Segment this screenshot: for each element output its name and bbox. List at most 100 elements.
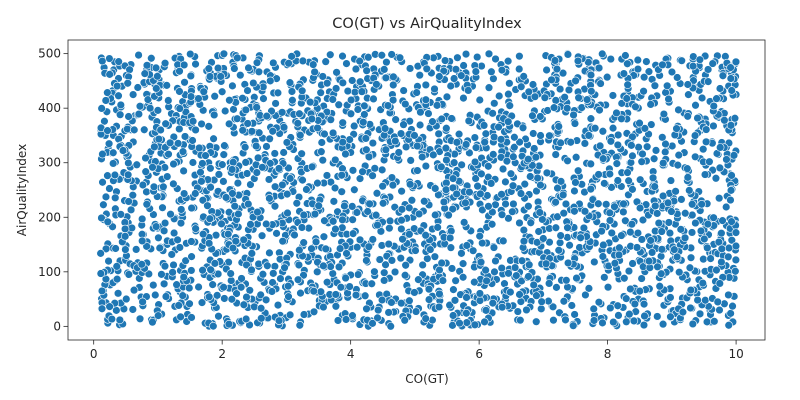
- data-point: [628, 132, 637, 142]
- data-point: [390, 267, 400, 277]
- data-point: [661, 147, 670, 157]
- data-point: [497, 65, 507, 75]
- data-point: [397, 216, 406, 225]
- data-point: [132, 160, 142, 169]
- x-tick-label: 2: [218, 347, 226, 361]
- data-point: [606, 54, 616, 64]
- data-point: [703, 77, 713, 86]
- x-tick-label: 4: [347, 347, 355, 361]
- data-point: [175, 67, 184, 76]
- data-point: [442, 155, 451, 165]
- data-point: [667, 207, 676, 216]
- data-point: [282, 138, 292, 147]
- data-point: [728, 301, 737, 311]
- data-point: [124, 158, 133, 168]
- data-point: [571, 76, 580, 86]
- data-point: [526, 218, 535, 227]
- data-point: [298, 56, 308, 66]
- data-point: [430, 252, 440, 261]
- data-point: [642, 57, 651, 66]
- data-point: [640, 311, 649, 321]
- data-point: [731, 255, 741, 265]
- data-point: [626, 284, 635, 294]
- data-point: [672, 124, 681, 133]
- data-point: [478, 238, 487, 248]
- data-point: [686, 303, 695, 313]
- data-point: [528, 80, 538, 89]
- data-point: [179, 272, 188, 282]
- data-point: [454, 129, 464, 139]
- data-point: [582, 95, 592, 104]
- data-point: [470, 157, 480, 167]
- data-point: [120, 232, 130, 241]
- data-point: [508, 207, 517, 216]
- data-point: [486, 179, 496, 188]
- data-point: [686, 285, 696, 295]
- data-point: [321, 244, 330, 254]
- data-point: [459, 93, 468, 103]
- data-point: [292, 199, 301, 208]
- data-point: [120, 224, 130, 234]
- data-point: [121, 245, 130, 254]
- data-point: [279, 148, 288, 157]
- data-point: [624, 176, 633, 185]
- data-point: [210, 259, 220, 268]
- data-point: [717, 244, 727, 254]
- data-point: [151, 222, 161, 231]
- data-point: [352, 243, 362, 252]
- data-point: [112, 81, 122, 91]
- data-point: [457, 160, 466, 170]
- data-point: [658, 60, 667, 70]
- data-point: [161, 292, 171, 301]
- data-point: [698, 145, 708, 154]
- data-point: [225, 96, 234, 105]
- data-point: [639, 320, 649, 330]
- data-point: [541, 259, 551, 268]
- data-point: [396, 253, 405, 263]
- data-point: [391, 136, 400, 146]
- data-point: [297, 149, 306, 158]
- data-point: [657, 245, 667, 254]
- data-point: [209, 134, 218, 143]
- data-point: [350, 87, 360, 97]
- data-point: [228, 189, 237, 198]
- data-point: [413, 141, 422, 151]
- data-point: [178, 291, 187, 300]
- x-tick-label: 8: [604, 347, 612, 361]
- data-point: [600, 273, 609, 282]
- data-point: [715, 279, 724, 288]
- data-point: [162, 81, 171, 90]
- data-point: [579, 223, 589, 233]
- data-point: [515, 64, 524, 74]
- plot-area: [96, 49, 741, 331]
- data-point: [532, 291, 541, 300]
- data-point: [531, 152, 541, 162]
- data-point: [149, 280, 158, 290]
- data-point: [552, 64, 562, 74]
- data-point: [297, 223, 307, 232]
- data-point: [299, 238, 308, 247]
- data-point: [731, 267, 740, 276]
- data-point: [407, 196, 417, 205]
- data-point: [505, 79, 514, 88]
- data-point: [128, 90, 138, 99]
- data-point: [284, 59, 293, 68]
- data-point: [435, 265, 444, 275]
- data-point: [223, 229, 233, 239]
- data-point: [283, 208, 292, 218]
- data-point: [609, 317, 618, 327]
- data-point: [545, 131, 554, 140]
- data-point: [429, 150, 438, 160]
- data-point: [598, 127, 608, 136]
- data-point: [666, 293, 675, 302]
- data-point: [150, 142, 159, 152]
- data-point: [346, 95, 356, 105]
- data-point: [524, 202, 533, 211]
- data-point: [561, 199, 571, 209]
- data-point: [111, 193, 120, 203]
- data-point: [362, 304, 371, 313]
- data-point: [465, 187, 474, 197]
- data-point: [626, 227, 635, 237]
- data-point: [661, 139, 670, 149]
- data-point: [328, 269, 337, 278]
